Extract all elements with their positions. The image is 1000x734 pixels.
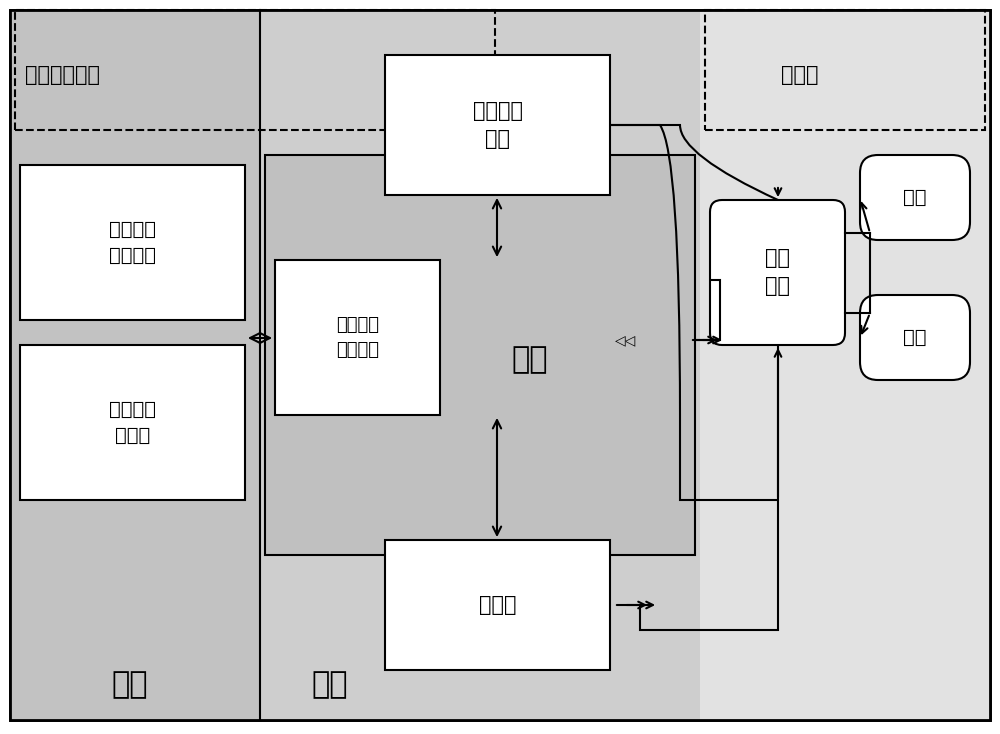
Bar [385,55,610,195]
Text: 地面操控
计算机: 地面操控 计算机 [109,400,156,446]
Text: 遥控遥测
通讯装置: 遥控遥测 通讯装置 [109,219,156,265]
Text: 航磁探测系统: 航磁探测系统 [25,65,100,85]
Bar [705,10,985,130]
FancyBboxPatch shape [860,295,970,380]
Bar [275,260,440,415]
Text: 无人机: 无人机 [781,65,819,85]
Text: 油门: 油门 [903,328,927,347]
FancyBboxPatch shape [860,155,970,240]
Bar [700,10,990,720]
Bar [385,540,610,670]
Bar [260,10,700,720]
Text: 主机: 主机 [512,346,548,374]
Bar [265,155,695,555]
Text: 地面: 地面 [112,670,148,700]
Text: ◁◁: ◁◁ [615,333,636,347]
Text: 舰机: 舰机 [903,188,927,207]
Text: 多路电源
模块: 多路电源 模块 [473,101,522,149]
Text: 伺服
驱动: 伺服 驱动 [765,249,790,297]
FancyBboxPatch shape [710,200,845,345]
Bar [10,10,260,720]
Bar [20,345,245,500]
Text: 传感器: 传感器 [479,595,516,615]
Text: 遥控遥测
通讯装置: 遥控遥测 通讯装置 [336,316,379,359]
Bar [15,10,495,130]
Bar [20,165,245,320]
Text: 空中: 空中 [312,670,348,700]
